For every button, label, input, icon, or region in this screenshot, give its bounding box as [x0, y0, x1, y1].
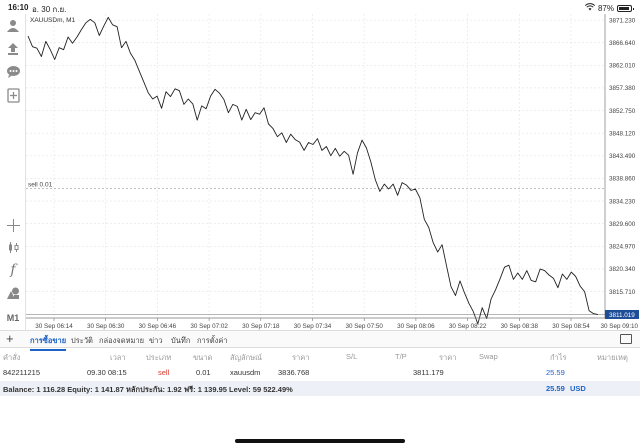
summary-currency: USD: [570, 384, 586, 393]
x-tick-label: 30 Sep 07:18: [242, 323, 280, 330]
x-tick-label: 30 Sep 07:34: [294, 323, 332, 330]
x-tick-label: 30 Sep 06:46: [139, 323, 177, 330]
row-type: sell: [158, 368, 170, 377]
x-tick-label: 30 Sep 08:06: [397, 323, 435, 330]
timeframe-label: M1: [6, 313, 20, 323]
row-symbol: xauusdm: [230, 368, 261, 377]
y-tick-label: 3834.230: [609, 198, 636, 205]
header-type: ประเภท: [146, 353, 172, 362]
home-indicator: [235, 439, 405, 443]
header-symbol: สัญลักษณ์: [230, 353, 263, 362]
y-tick-label: 3824.970: [609, 244, 636, 251]
table-row[interactable]: 842211215 09.30 08:15 sell 0.01 xauusdm …: [0, 366, 640, 379]
y-tick-label: 3820.340: [609, 266, 636, 273]
chart-canvas[interactable]: sell 0.01 3871.230 3866.640 3862.010 3857.3…: [26, 14, 640, 330]
summary-profit: 25.59: [546, 384, 565, 393]
summary-text: Balance: 1 116.28 Equity: 1 141.87 หลักป…: [3, 385, 293, 394]
y-tick-label: 3857.380: [609, 85, 636, 92]
header-profit: กำไร: [550, 353, 567, 362]
status-right: 87%: [584, 3, 634, 13]
candlestick-icon[interactable]: [3, 237, 23, 257]
objects-icon[interactable]: [3, 283, 23, 303]
current-price-tag: [605, 309, 639, 319]
header-price: ราคา: [439, 353, 457, 362]
x-tick-label: 30 Sep 08:54: [552, 323, 590, 330]
battery-percent: 87%: [597, 3, 614, 13]
status-time: 16:10: [8, 3, 29, 12]
tab-history[interactable]: ประวัติ: [71, 336, 93, 345]
header-order: คำสั่ง: [3, 353, 21, 362]
row-time: 09.30 08:15: [87, 368, 127, 377]
header-tp: T/P: [395, 352, 407, 361]
tab-journal[interactable]: บันทึก: [171, 336, 191, 345]
row-volume: 0.01: [196, 368, 211, 377]
row-price: 3811.179: [413, 368, 444, 377]
x-tick-label: 30 Sep 08:22: [449, 323, 487, 330]
function-icon[interactable]: f: [10, 262, 16, 278]
y-tick-label: 3871.230: [609, 18, 636, 25]
header-sl: S/L: [346, 352, 358, 361]
status-date: อ. 30 ก.ย.: [32, 5, 67, 14]
tab-settings[interactable]: การตั้งค่า: [197, 336, 228, 345]
row-open-price: 3836.768: [278, 368, 310, 377]
sell-level-label: sell 0.01: [28, 182, 53, 189]
tab-mailbox[interactable]: กล่องจดหมาย: [99, 336, 145, 345]
account-summary: Balance: 1 116.28 Equity: 1 141.87 หลักป…: [0, 381, 640, 396]
crosshair-icon[interactable]: [3, 215, 23, 235]
x-tick-label: 30 Sep 07:02: [190, 323, 228, 330]
battery-icon: [617, 4, 634, 12]
header-volume: ขนาด: [193, 353, 213, 362]
y-tick-label: 3829.600: [609, 221, 636, 228]
y-tick-label: 3815.710: [609, 289, 636, 296]
header-open-price: ราคา: [292, 353, 310, 362]
x-tick-label: 30 Sep 06:30: [87, 323, 125, 330]
x-tick-label: 30 Sep 06:14: [35, 323, 73, 330]
toolbox-menu-icon[interactable]: [620, 334, 632, 344]
add-document-icon[interactable]: [3, 85, 23, 105]
row-order: 842211215: [3, 368, 40, 377]
y-tick-label: 3862.010: [609, 63, 636, 70]
y-tick-label: 3866.640: [609, 40, 636, 47]
add-order-icon[interactable]: +: [6, 331, 14, 346]
x-tick-label: 30 Sep 07:50: [345, 323, 383, 330]
toolbox-tabs: + การซื้อขาย ประวัติ กล่องจดหมาย ข่าว บั…: [0, 330, 640, 351]
trade-table-header: คำสั่ง เวลา ประเภท ขนาด สัญลักษณ์ ราคา S…: [0, 350, 640, 363]
header-time: เวลา: [110, 353, 126, 362]
y-tick-label: 3852.750: [609, 108, 636, 115]
status-bar: 16:10 อ. 30 ก.ย. 87%: [0, 0, 640, 14]
x-tick-label: 30 Sep 09:10: [601, 323, 639, 330]
x-tick-label: 30 Sep 08:38: [501, 323, 539, 330]
price-chart[interactable]: sell 0.01 3871.230 3866.640 3862.010 3857.3…: [26, 14, 640, 330]
header-comment: หมายเหตุ: [597, 353, 628, 362]
tab-trade[interactable]: การซื้อขาย: [30, 336, 67, 351]
tab-news[interactable]: ข่าว: [149, 336, 163, 345]
timeframe-button[interactable]: M1: [3, 308, 23, 328]
current-price-tag-label: 3811.019: [609, 312, 635, 319]
row-profit: 25.59: [546, 368, 565, 377]
deposit-icon[interactable]: [3, 39, 23, 59]
header-swap: Swap: [479, 352, 498, 361]
y-tick-label: 3838.860: [609, 176, 636, 183]
wifi-icon: [584, 3, 596, 13]
person-icon[interactable]: [3, 16, 23, 36]
chat-icon[interactable]: [3, 62, 23, 82]
y-tick-label: 3843.490: [609, 153, 636, 160]
symbol-label: XAUUSDm, M1: [30, 17, 76, 24]
price-series-line: [27, 16, 599, 325]
left-toolbar: f M1: [0, 14, 26, 330]
y-tick-label: 3848.120: [609, 130, 636, 137]
